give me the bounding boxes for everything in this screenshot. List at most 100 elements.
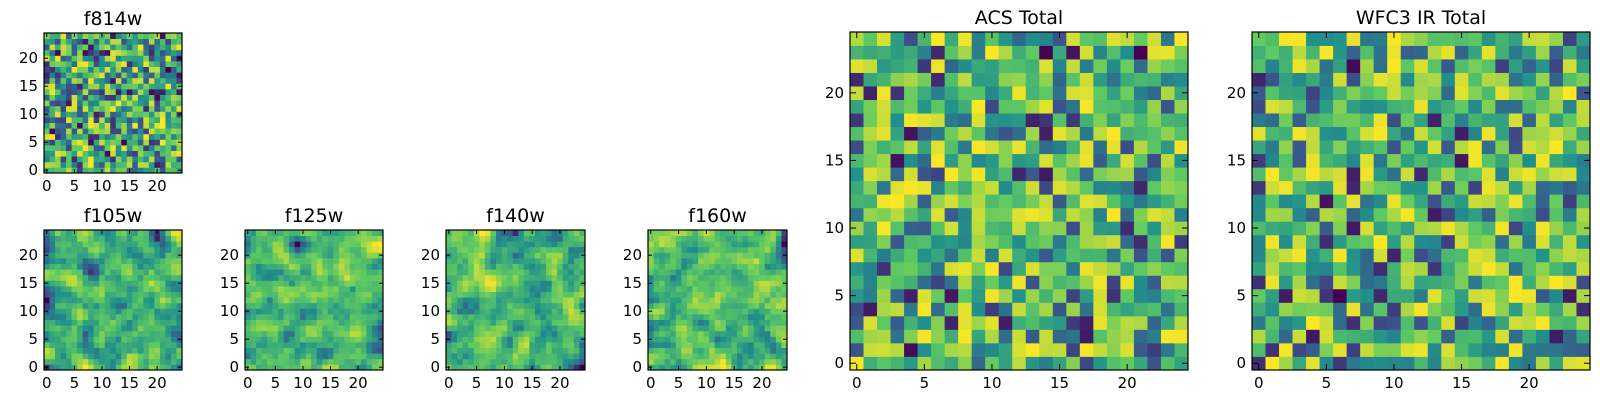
heatmap-cell xyxy=(1093,261,1108,276)
heatmap-cell xyxy=(104,55,111,62)
heatmap-cell xyxy=(377,314,384,320)
heatmap-cell xyxy=(1147,32,1162,46)
heatmap-cell xyxy=(551,302,558,309)
heatmap-cell xyxy=(518,241,525,248)
heatmap-cell xyxy=(1346,329,1361,344)
heatmap-cell xyxy=(1562,86,1577,100)
x-tick-label: 20 xyxy=(349,374,368,392)
heatmap-cell xyxy=(159,66,166,73)
heatmap-cell xyxy=(1279,207,1293,222)
heatmap-cell xyxy=(115,258,122,264)
heatmap-cell xyxy=(562,269,569,276)
heatmap-cell xyxy=(170,230,177,236)
heatmap-cell xyxy=(534,280,541,287)
heatmap-cell xyxy=(670,302,677,309)
heatmap-cell xyxy=(366,325,373,332)
heatmap-cell xyxy=(573,235,580,242)
heatmap-cell xyxy=(720,358,727,365)
heatmap-cell xyxy=(1039,59,1054,73)
heatmap-cell xyxy=(126,133,133,140)
heatmap-cell xyxy=(540,241,547,248)
heatmap-cell xyxy=(60,105,67,112)
heatmap-cell xyxy=(294,241,301,248)
heatmap-cell xyxy=(686,246,693,253)
heatmap-cell xyxy=(1508,194,1523,209)
heatmap-cell xyxy=(775,280,782,287)
heatmap-cell xyxy=(664,314,671,320)
heatmap-cell xyxy=(355,286,362,292)
heatmap-cell xyxy=(143,353,150,360)
heatmap-cell xyxy=(305,274,312,281)
panel-title: ACS Total xyxy=(975,7,1063,29)
heatmap-cell xyxy=(1252,32,1266,46)
heatmap-cell xyxy=(664,308,671,315)
heatmap-cell xyxy=(725,297,732,304)
heatmap-cell xyxy=(1414,59,1429,73)
heatmap-cell xyxy=(1427,167,1442,182)
heatmap-cell xyxy=(344,246,351,253)
heatmap-cell xyxy=(518,252,525,259)
heatmap-cell xyxy=(523,246,530,253)
heatmap-cell xyxy=(709,252,716,259)
heatmap-cell xyxy=(143,319,150,326)
heatmap-cell xyxy=(360,274,367,281)
heatmap-cell xyxy=(278,364,285,371)
heatmap-cell xyxy=(137,167,144,174)
heatmap-cell xyxy=(267,241,273,248)
heatmap-cell xyxy=(165,291,172,298)
heatmap-cell xyxy=(66,100,72,107)
heatmap-cell xyxy=(1052,261,1067,276)
heatmap-cell xyxy=(775,336,782,343)
heatmap-cell xyxy=(1400,59,1415,73)
heatmap-cell xyxy=(126,302,133,309)
heatmap-cell xyxy=(1387,342,1402,357)
heatmap-cell xyxy=(579,325,586,332)
heatmap-cell xyxy=(66,235,72,242)
heatmap-cell xyxy=(1319,261,1334,276)
heatmap-cell xyxy=(132,128,139,135)
heatmap-cell xyxy=(686,274,693,281)
heatmap-cell xyxy=(1106,329,1121,344)
heatmap-cell xyxy=(714,297,721,304)
heatmap-cell xyxy=(148,319,155,326)
heatmap-cell xyxy=(648,235,654,242)
heatmap-cell xyxy=(49,145,56,151)
heatmap-cell xyxy=(1133,329,1148,344)
heatmap-cell xyxy=(562,235,569,242)
heatmap-cell xyxy=(675,314,682,320)
heatmap-cell xyxy=(686,319,693,326)
heatmap-cell xyxy=(1495,194,1510,209)
heatmap-cell xyxy=(507,353,514,360)
heatmap-cell xyxy=(551,308,558,315)
heatmap-cell xyxy=(327,297,334,304)
heatmap-cell xyxy=(170,167,177,174)
heatmap-cell xyxy=(49,230,56,236)
heatmap-cell xyxy=(1481,72,1496,87)
heatmap-cell xyxy=(1535,207,1550,222)
heatmap-cell xyxy=(1535,261,1550,276)
heatmap-cell xyxy=(55,353,61,360)
heatmap-cell xyxy=(770,241,777,248)
heatmap-cell xyxy=(104,364,111,371)
heatmap-cell xyxy=(176,161,183,168)
heatmap-cell xyxy=(1333,32,1348,46)
heatmap-cell xyxy=(529,347,536,354)
heatmap-cell xyxy=(736,274,743,281)
heatmap-cell xyxy=(1066,59,1081,73)
heatmap-cell xyxy=(1427,113,1442,128)
heatmap-cell xyxy=(1427,315,1442,330)
heatmap-cell xyxy=(490,314,497,320)
heatmap-cell xyxy=(1133,194,1148,209)
heatmap-cell xyxy=(44,61,50,67)
heatmap-cell xyxy=(55,358,61,365)
heatmap-cell xyxy=(82,66,89,73)
heatmap-cell xyxy=(132,77,139,84)
heatmap-cell xyxy=(327,246,334,253)
heatmap-cell xyxy=(664,358,671,365)
heatmap-cell xyxy=(1549,248,1564,263)
heatmap-cell xyxy=(77,139,84,146)
x-tick-label: 20 xyxy=(1520,374,1539,392)
heatmap-cell xyxy=(349,230,356,236)
heatmap-cell xyxy=(66,252,72,259)
heatmap-cell xyxy=(126,246,133,253)
